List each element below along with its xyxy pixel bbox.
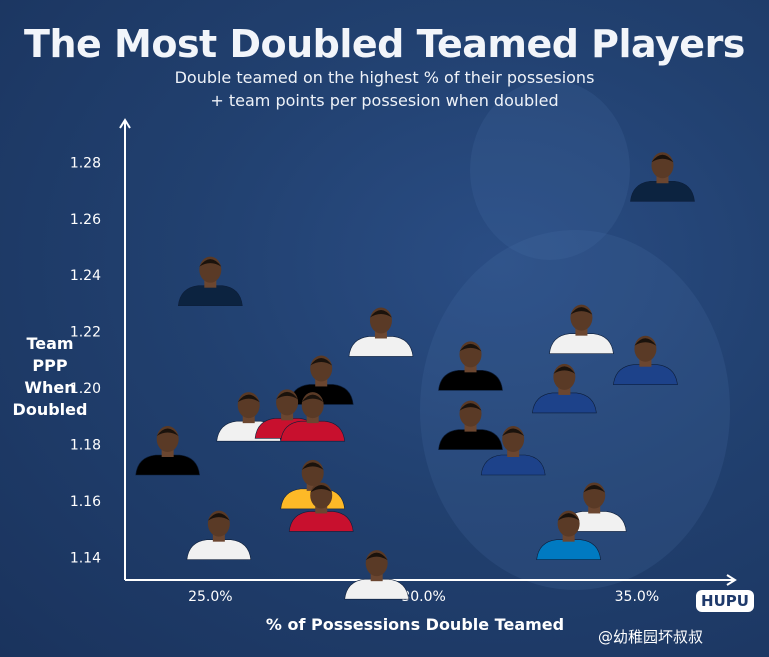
player-jersey <box>344 578 410 600</box>
player-hair <box>365 552 388 561</box>
player-jersey <box>549 333 614 354</box>
y-axis-arrow <box>119 118 131 129</box>
player-headshot-marker <box>438 341 503 391</box>
player-headshot-marker <box>288 355 354 405</box>
player-headshot-marker <box>480 426 546 476</box>
player-hair <box>459 343 482 352</box>
chart-subtitle-line-1: Double teamed on the highest % of their … <box>174 68 595 87</box>
player-hair <box>553 366 576 374</box>
player-jersey <box>186 539 252 560</box>
player-hair <box>310 357 333 366</box>
player-hair <box>557 513 580 521</box>
player-hair <box>199 259 222 267</box>
y-tick-label: 1.28 <box>70 155 101 171</box>
y-tick-label: 1.18 <box>70 438 101 454</box>
player-jersey <box>438 370 503 391</box>
player-hair <box>156 428 179 437</box>
player-headshot-marker <box>288 482 354 532</box>
player-neck <box>588 503 601 514</box>
player-hair <box>301 462 324 470</box>
player-jersey <box>177 285 243 306</box>
y-axis-label: Team PPP When Doubled <box>12 334 88 419</box>
x-tick-label: 30.0% <box>401 589 445 605</box>
player-jersey <box>480 454 546 476</box>
player-headshot-marker <box>344 550 410 600</box>
player-neck <box>315 503 328 514</box>
x-tick-label: 25.0% <box>188 589 232 605</box>
player-hair <box>651 154 674 163</box>
player-hair <box>310 484 333 493</box>
y-tick-label: 1.22 <box>70 325 101 341</box>
player-headshot-marker <box>613 335 678 385</box>
hupu-logo: HUPU <box>696 590 754 612</box>
player-hair <box>207 513 230 521</box>
player-headshot-marker <box>536 510 601 560</box>
player-headshot-marker <box>280 392 346 442</box>
y-tick-label: 1.14 <box>70 550 101 566</box>
player-jersey <box>438 429 503 450</box>
player-hair <box>369 309 392 318</box>
player-headshot-marker <box>186 510 252 560</box>
player-headshot-marker <box>135 426 200 476</box>
player-jersey <box>348 336 414 357</box>
player-headshot-marker <box>532 363 597 414</box>
player-headshot-marker <box>549 304 614 354</box>
player-hair <box>301 394 324 403</box>
y-tick-label: 1.20 <box>70 381 101 397</box>
player-hair <box>459 403 482 411</box>
y-tick-label: 1.16 <box>70 494 101 510</box>
x-axis-arrow <box>726 574 737 586</box>
player-headshot-marker <box>438 400 503 450</box>
player-hair <box>583 484 606 493</box>
x-tick-label: 35.0% <box>615 589 659 605</box>
player-jersey <box>630 180 695 202</box>
y-tick-label: 1.24 <box>70 268 101 284</box>
player-headshot-marker <box>630 152 695 202</box>
player-jersey <box>288 511 354 532</box>
watermark-credit: @幼稚园坏叔叔 <box>598 628 704 646</box>
y-tick-label: 1.26 <box>70 212 101 228</box>
player-hair <box>237 394 260 403</box>
background-player-silhouette <box>470 80 630 260</box>
player-jersey <box>280 420 346 442</box>
player-jersey <box>613 364 678 385</box>
chart-title: The Most Doubled Teamed Players <box>24 22 745 66</box>
player-hair <box>502 428 525 437</box>
player-jersey <box>135 454 200 476</box>
player-hair <box>570 307 593 315</box>
player-jersey <box>532 392 597 414</box>
player-hair <box>634 338 657 346</box>
player-headshot-marker <box>348 307 414 357</box>
player-jersey <box>536 539 601 560</box>
player-headshot-marker <box>177 256 243 306</box>
chart-subtitle-line-2: + team points per possesion when doubled <box>210 91 559 110</box>
x-axis-label: % of Possessions Double Teamed <box>265 615 565 634</box>
player-hair <box>276 391 299 400</box>
